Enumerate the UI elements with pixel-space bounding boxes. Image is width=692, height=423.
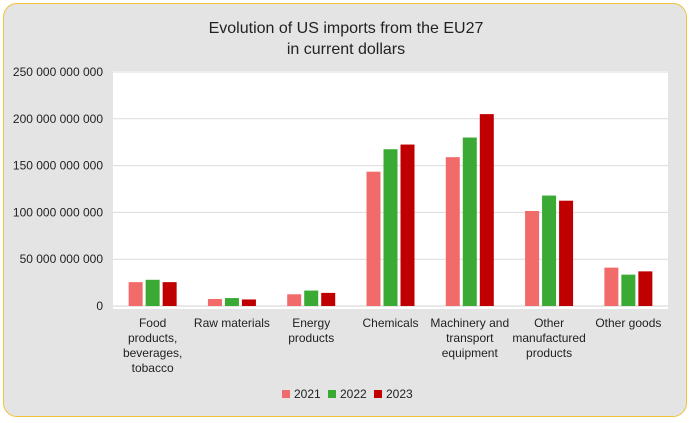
bar-2021 — [287, 294, 302, 306]
category-label: Raw materials — [194, 316, 270, 330]
bar-2023 — [162, 282, 177, 306]
category-label: Other manufactured products — [512, 316, 585, 360]
legend-label-2023: 2023 — [386, 387, 413, 401]
bar-2022 — [224, 298, 239, 306]
y-tick-label: 100 000 000 000 — [13, 205, 103, 219]
category-label: Food products, beverages, tobacco — [123, 316, 182, 375]
chart-title-line-2: in current dollars — [287, 41, 405, 58]
bar-2022 — [542, 195, 557, 306]
bar-2021 — [525, 210, 540, 306]
category-label: Other goods — [595, 316, 661, 330]
legend-swatch-2023 — [374, 390, 382, 398]
bars — [128, 114, 653, 307]
bar-2022 — [304, 290, 319, 306]
legend-swatch-2022 — [328, 390, 336, 398]
bar-2021 — [366, 171, 381, 306]
bar-2022 — [383, 149, 398, 306]
y-tick-label: 200 000 000 000 — [13, 112, 103, 126]
legend-label-2021: 2021 — [294, 387, 321, 401]
category-label: Energy products — [288, 316, 334, 345]
bar-2023 — [638, 271, 653, 306]
legend: 2021 2022 2023 — [282, 387, 413, 401]
bar-2023 — [479, 114, 494, 307]
category-label: Chemicals — [362, 316, 418, 330]
bar-2021 — [128, 282, 143, 306]
bar-2021 — [207, 298, 222, 306]
y-tick-label: 150 000 000 000 — [13, 159, 103, 173]
bar-2022 — [621, 274, 636, 306]
y-tick-label: 50 000 000 000 — [20, 252, 104, 266]
category-label: Machinery and transport equipment — [430, 316, 509, 360]
bar-2022 — [462, 137, 477, 306]
y-axis-ticks: 0 50 000 000 000 100 000 000 000 150 000 00… — [13, 65, 103, 313]
bar-2023 — [559, 200, 574, 306]
bar-2023 — [321, 292, 336, 306]
bar-2022 — [145, 279, 160, 306]
bar-2023 — [400, 144, 415, 306]
chart-title-line-1: Evolution of US imports from the EU27 — [209, 20, 484, 37]
y-tick-label: 250 000 000 000 — [13, 65, 103, 79]
legend-label-2022: 2022 — [340, 387, 367, 401]
bar-2021 — [604, 267, 619, 306]
bar-2021 — [445, 157, 460, 306]
legend-swatch-2021 — [282, 390, 290, 398]
y-tick-label: 0 — [96, 299, 103, 313]
x-axis-categories: Food products, beverages, tobacco Raw materi… — [123, 316, 661, 375]
bar-2023 — [241, 299, 256, 306]
